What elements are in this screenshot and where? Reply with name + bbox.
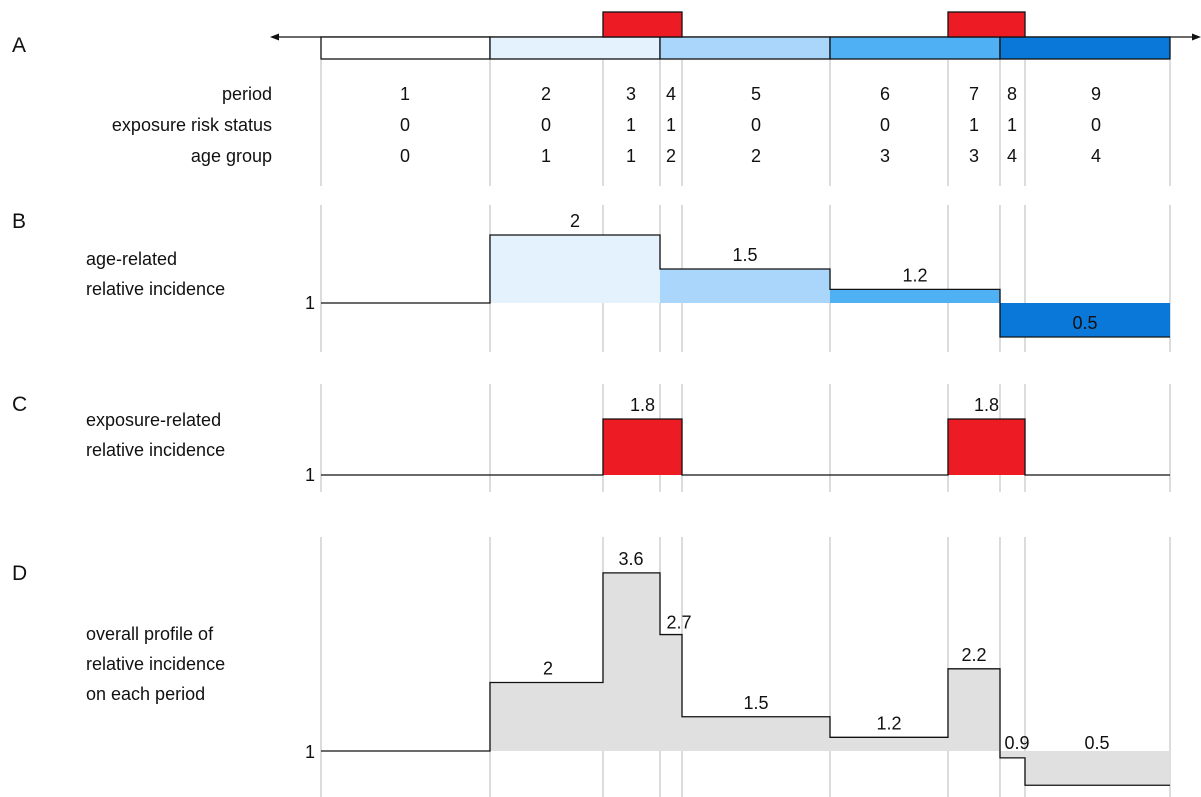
table-cell-exposure-status: 0 [880,115,890,135]
overall-value-label: 1.2 [876,713,901,733]
exposure-relative-incidence-blocks [603,419,1025,475]
overall-value-label: 0.5 [1084,733,1109,753]
panel-b-baseline-label: 1 [305,293,315,313]
row-label-age-group: age group [191,146,272,166]
overall-value-label: 2 [543,659,553,679]
table-cell-age-group: 0 [400,146,410,166]
table-cell-periods: 4 [666,84,676,104]
panel-c-letter: C [12,393,27,416]
panel-b-label-line-2: relative incidence [86,279,225,299]
panel-d-label-line-3: on each period [86,684,205,704]
panel-b-label-line-1: age-related [86,249,177,269]
overall-relative-incidence-line [321,572,1170,786]
row-label-period: period [222,84,272,104]
age-value-label: 0.5 [1072,313,1097,333]
age-relative-incidence-blocks [490,235,1170,337]
table-cell-age-group: 1 [626,146,636,166]
timeline-right-arrow-icon [1192,33,1201,41]
age-group-segment [489,36,661,60]
exposure-relative-incidence-line [321,418,1170,476]
exposure-window-marker [947,11,1026,38]
table-cell-age-group: 2 [666,146,676,166]
age-group-segment [320,36,491,60]
overall-value-label: 2.7 [666,613,691,633]
age-group-segment [829,36,1001,60]
table-cell-periods: 1 [400,84,410,104]
table-cell-age-group: 3 [880,146,890,166]
age-group-segment [999,36,1171,60]
panel-c-label-line-1: exposure-related [86,410,221,430]
table-cell-periods: 8 [1007,84,1017,104]
panel-b-letter: B [12,210,26,233]
exposure-value-label: 1.8 [630,395,655,415]
overall-value-label: 2.2 [961,645,986,665]
table-cell-exposure-status: 0 [1091,115,1101,135]
table-cell-periods: 6 [880,84,890,104]
table-cell-periods: 7 [969,84,979,104]
table-cell-exposure-status: 0 [400,115,410,135]
exposure-incidence-block [948,419,1025,475]
table-cell-exposure-status: 0 [541,115,551,135]
panel-d: D overall profile of relative incidence … [12,549,1170,786]
overall-value-label: 3.6 [618,549,643,569]
overall-value-label: 1.5 [743,693,768,713]
table-cell-periods: 2 [541,84,551,104]
exposure-value-label: 1.8 [974,395,999,415]
table-cell-age-group: 2 [751,146,761,166]
table-cell-age-group: 1 [541,146,551,166]
table-cell-periods: 5 [751,84,761,104]
exposure-incidence-block [603,419,682,475]
table-cell-age-group: 4 [1007,146,1017,166]
overall-value-label: 0.9 [1004,733,1029,753]
panel-c-baseline-label: 1 [305,465,315,485]
panel-c: C exposure-related relative incidence 1 … [12,393,1170,485]
age-incidence-block [830,289,1000,303]
panel-d-label-line-2: relative incidence [86,654,225,674]
age-group-bar [320,36,1171,60]
age-relative-incidence-line [321,234,1170,338]
age-incidence-block [490,235,660,303]
age-value-label: 1.5 [732,245,757,265]
panel-d-letter: D [12,562,27,585]
panel-d-baseline-label: 1 [305,742,315,762]
period-boundary-lines [320,60,1171,797]
exposure-window-marker [602,11,683,38]
table-cell-periods: 3 [626,84,636,104]
panel-b: B age-related relative incidence 1 2 1.5… [12,210,1170,338]
exposure-window-markers [602,11,1026,38]
panel-c-label-line-2: relative incidence [86,440,225,460]
table-cell-exposure-status: 0 [751,115,761,135]
age-group-segment [659,36,831,60]
table-cell-age-group: 3 [969,146,979,166]
table-cell-exposure-status: 1 [666,115,676,135]
row-label-exposure-status: exposure risk status [112,115,272,135]
panel-d-label-line-1: overall profile of [86,624,214,644]
table-cell-age-group: 4 [1091,146,1101,166]
age-incidence-block [1000,303,1170,337]
panel-a-letter: A [12,34,26,57]
table-cell-periods: 9 [1091,84,1101,104]
table-cell-exposure-status: 1 [626,115,636,135]
panel-a: A period exposure risk status age group … [12,11,1201,166]
timeline-left-arrow-icon [270,33,279,41]
age-value-label: 2 [570,211,580,231]
age-value-label: 1.2 [902,265,927,285]
period-table: 1 2 3 4 5 6 7 8 9 0 0 1 1 0 0 1 1 0 0 1 1 2 2 3 3 4 4 [400,84,1101,166]
age-incidence-block [660,269,830,303]
table-cell-exposure-status: 1 [969,115,979,135]
table-cell-exposure-status: 1 [1007,115,1017,135]
